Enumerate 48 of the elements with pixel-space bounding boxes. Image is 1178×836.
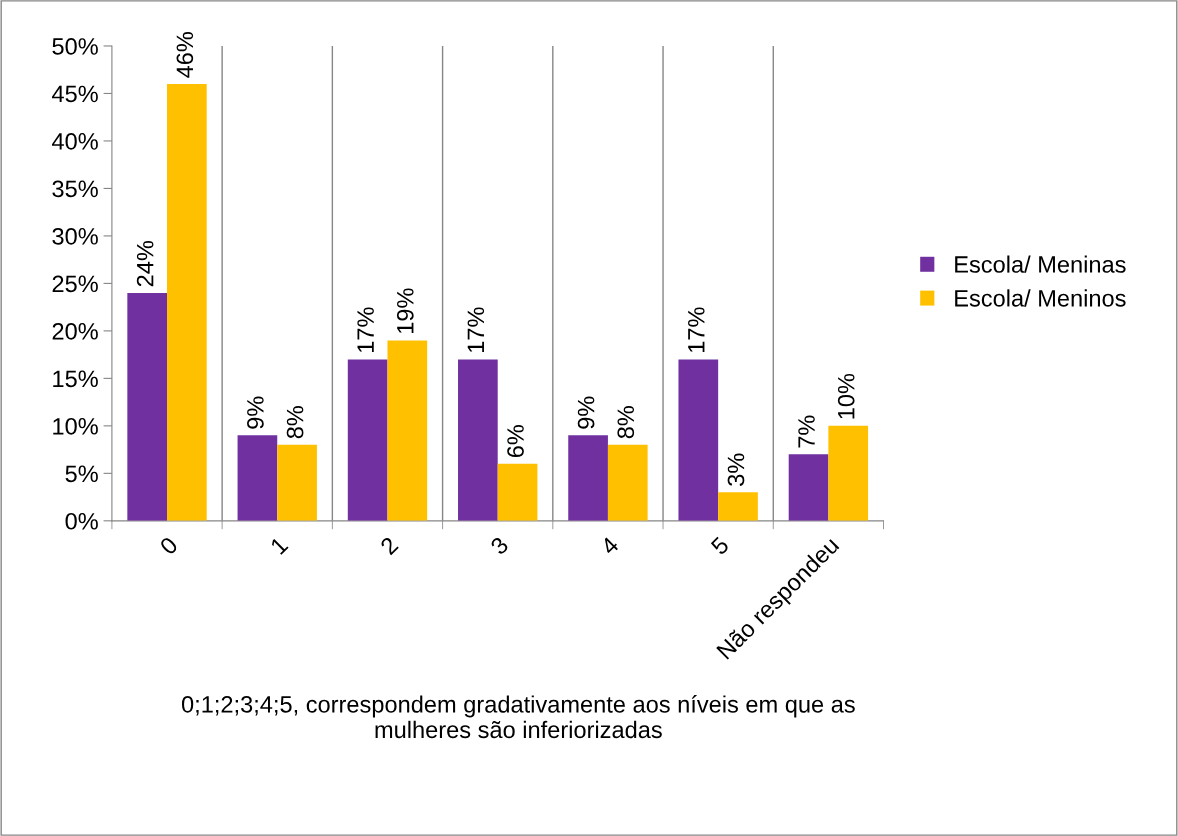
data-label: 19% <box>396 288 414 334</box>
data-label: 9% <box>247 396 264 429</box>
data-label: 17% <box>357 307 374 353</box>
y-tick-label: 5% <box>65 465 98 483</box>
y-tick-label: 0% <box>65 512 98 530</box>
data-label: 9% <box>577 396 595 429</box>
x-tick-label: 0 <box>158 535 179 556</box>
bar <box>277 444 317 521</box>
legend-label: Escola/ Meninos <box>955 289 1126 307</box>
data-label: 8% <box>286 406 304 439</box>
legend-label: Escola/ Meninas <box>955 255 1126 273</box>
bar <box>237 435 278 521</box>
data-label: 46% <box>176 32 194 78</box>
x-tick-label: 1 <box>269 536 289 555</box>
bar <box>347 359 388 521</box>
bar <box>607 444 648 521</box>
y-tick-label: 15% <box>53 370 98 388</box>
data-label: 6% <box>507 425 524 458</box>
data-label: 17% <box>467 307 485 353</box>
bar <box>387 340 428 521</box>
y-tick-label: 20% <box>52 322 98 340</box>
data-label: 17% <box>688 307 705 353</box>
data-label: 7% <box>798 415 815 448</box>
y-tick-label: 50% <box>52 38 98 55</box>
bar <box>568 435 608 521</box>
x-tick-label: 3 <box>489 535 510 556</box>
data-label: 10% <box>837 373 855 419</box>
y-tick-label: 25% <box>52 275 98 293</box>
bar <box>718 492 758 521</box>
x-tick-label: 5 <box>710 536 730 556</box>
y-tick-label: 10% <box>53 417 98 435</box>
y-tick-label: 45% <box>52 85 98 103</box>
y-tick-label: 35% <box>52 180 98 198</box>
x-axis-title: 0;1;2;3;4;5, correspondem gradativamente aos níveis em que as mulheres são inferiorizadas <box>181 695 855 739</box>
bar <box>788 454 829 521</box>
bar <box>458 359 498 521</box>
bar <box>497 463 538 521</box>
bar <box>678 359 719 521</box>
y-tick-label: 30% <box>52 227 98 245</box>
y-tick-label: 40% <box>52 133 98 150</box>
data-label: 8% <box>617 406 635 439</box>
data-label: 24% <box>136 240 154 287</box>
bar <box>127 292 168 521</box>
bar <box>828 425 869 521</box>
bar <box>167 83 207 521</box>
x-tick-label: 2 <box>379 536 399 556</box>
data-label: 3% <box>727 453 745 486</box>
x-tick-label: 4 <box>599 535 620 556</box>
